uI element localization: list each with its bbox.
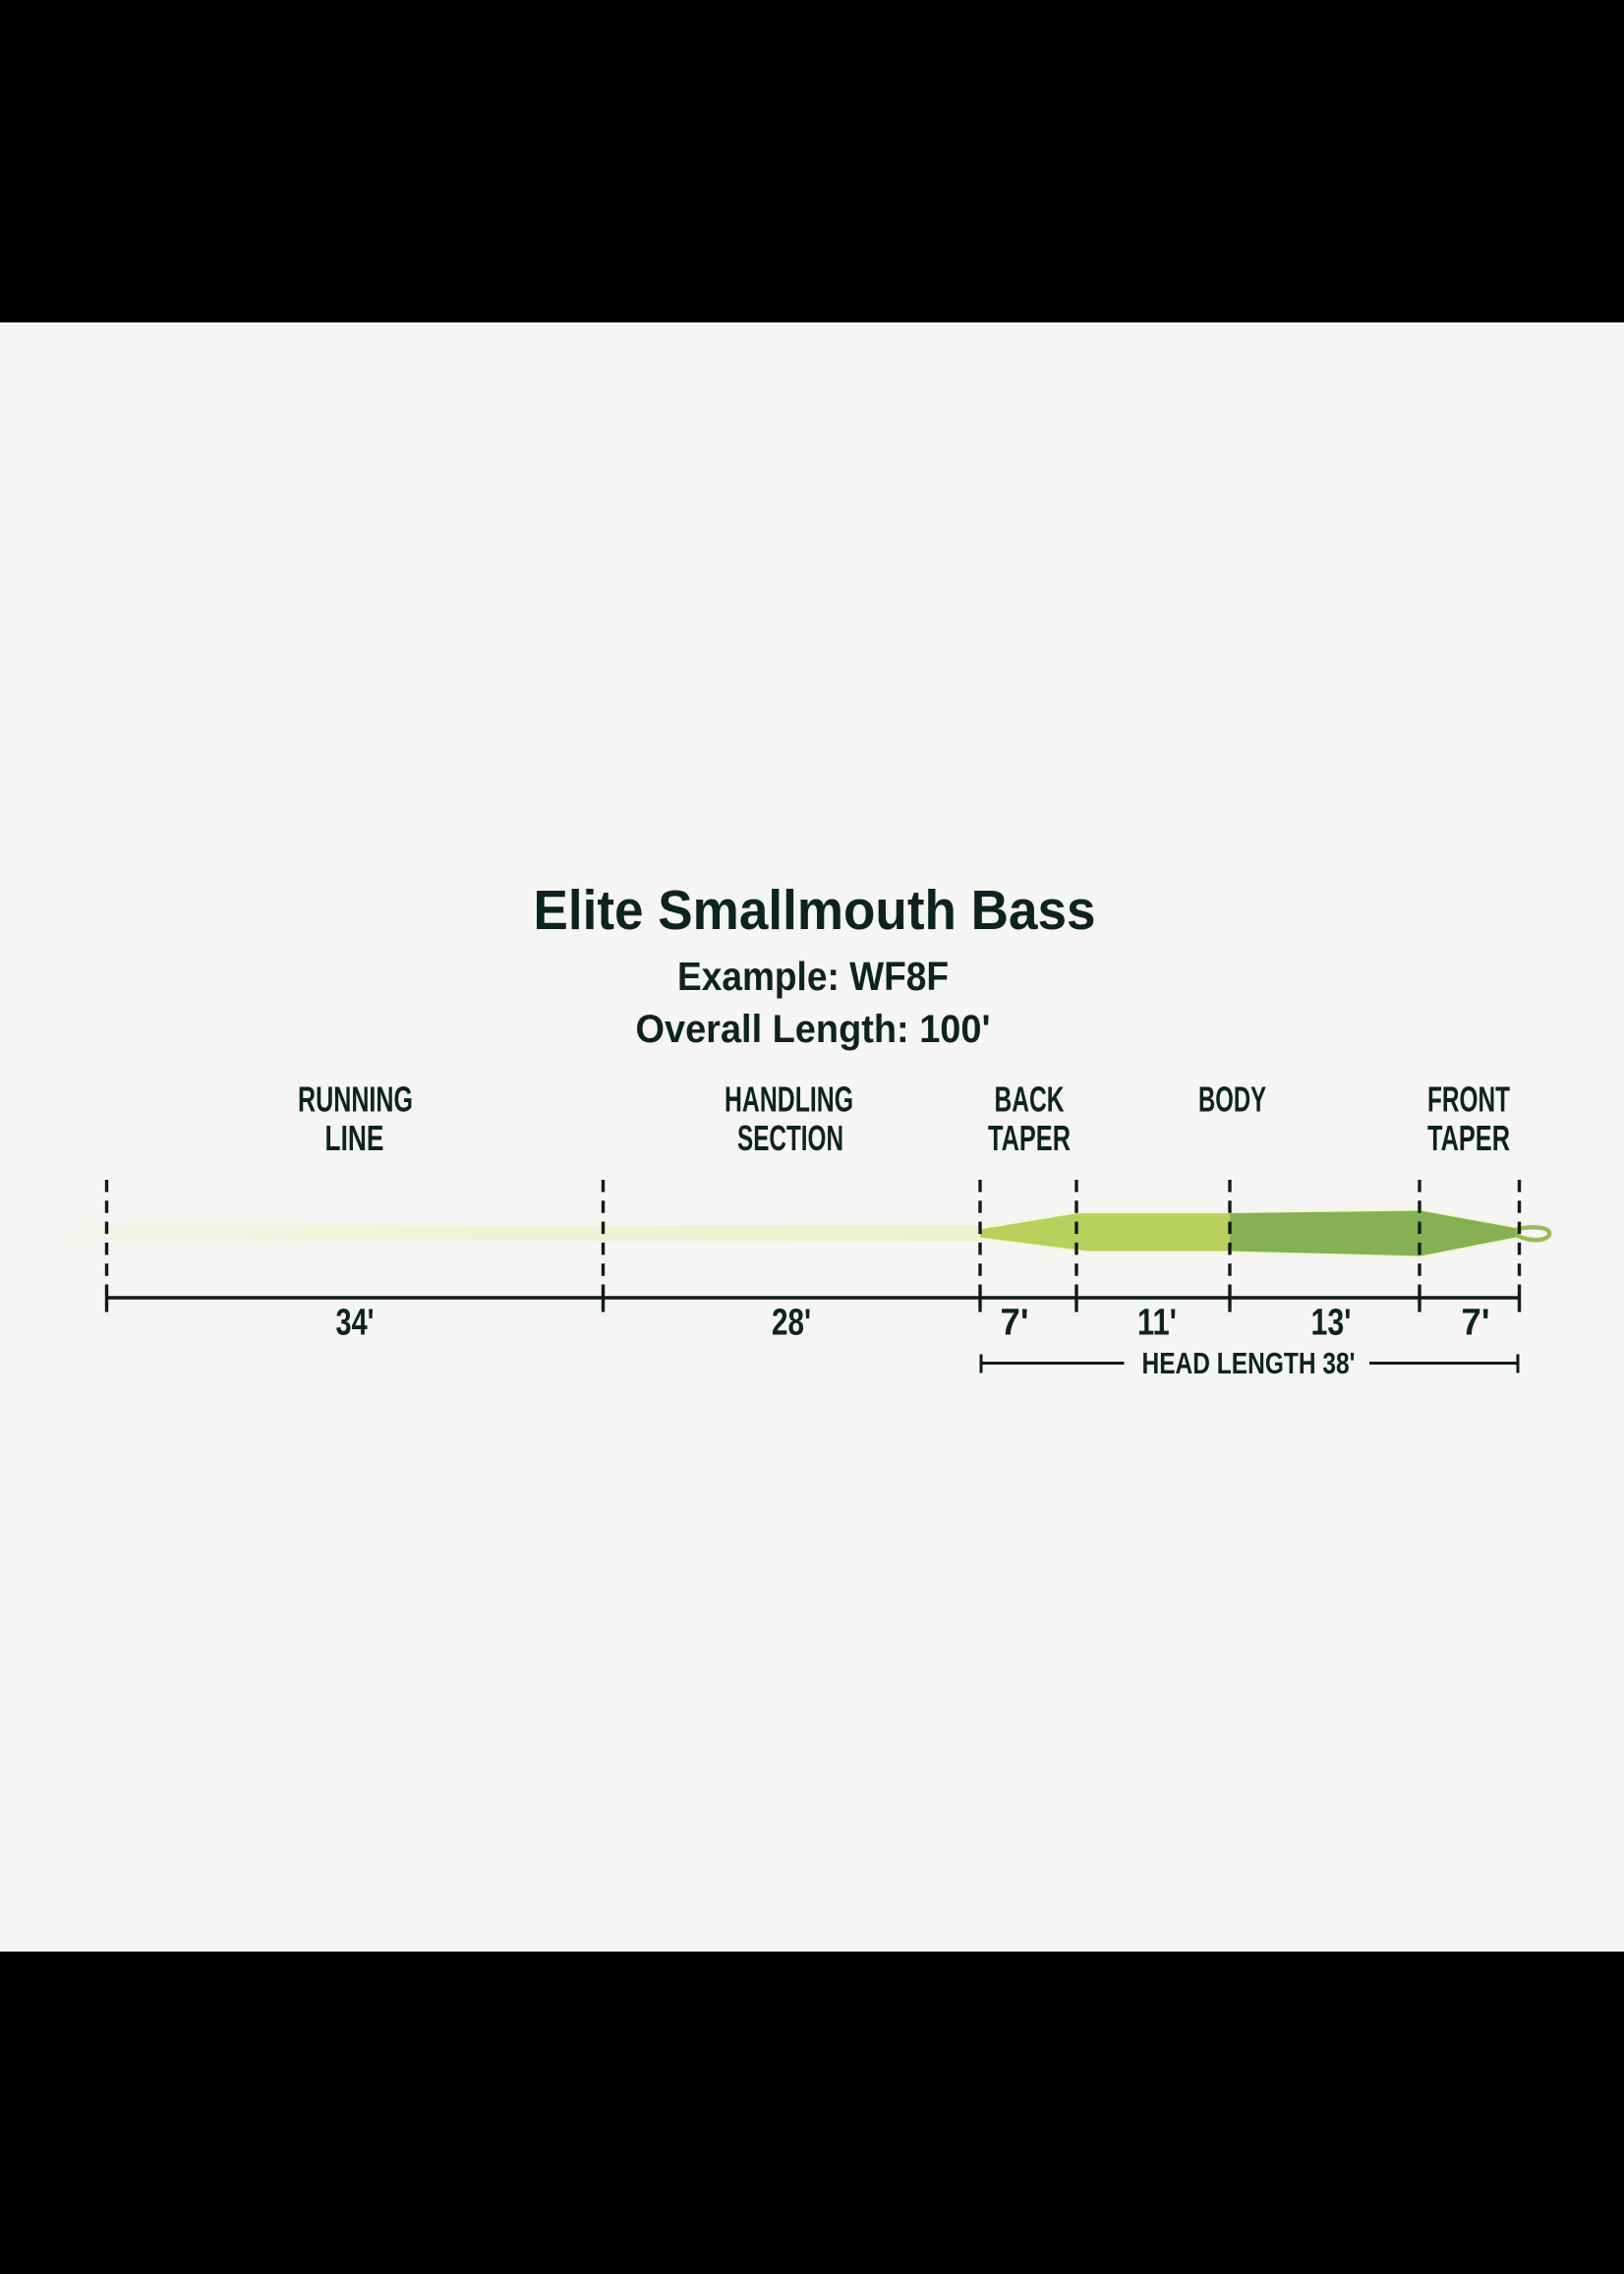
svg-text:Example: WF8F: Example: WF8F [677, 954, 949, 999]
svg-text:HEAD LENGTH 38': HEAD LENGTH 38' [1142, 1346, 1356, 1380]
svg-text:Overall Length: 100': Overall Length: 100' [636, 1008, 991, 1051]
svg-text:28': 28' [772, 1303, 811, 1344]
svg-text:TAPER: TAPER [1427, 1118, 1510, 1158]
svg-text:Elite Smallmouth Bass: Elite Smallmouth Bass [534, 879, 1096, 942]
svg-text:7': 7' [1001, 1303, 1029, 1344]
svg-text:BODY: BODY [1198, 1079, 1266, 1120]
svg-text:SECTION: SECTION [737, 1118, 843, 1158]
svg-text:FRONT: FRONT [1427, 1079, 1510, 1120]
svg-text:LINE: LINE [325, 1118, 384, 1158]
svg-text:BACK: BACK [995, 1079, 1065, 1120]
svg-text:34': 34' [336, 1303, 375, 1344]
svg-text:HANDLING: HANDLING [725, 1079, 853, 1120]
svg-text:13': 13' [1311, 1303, 1352, 1344]
svg-text:RUNNING: RUNNING [298, 1079, 413, 1120]
svg-text:TAPER: TAPER [988, 1118, 1071, 1158]
svg-text:7': 7' [1462, 1303, 1490, 1344]
svg-text:11': 11' [1137, 1303, 1177, 1344]
